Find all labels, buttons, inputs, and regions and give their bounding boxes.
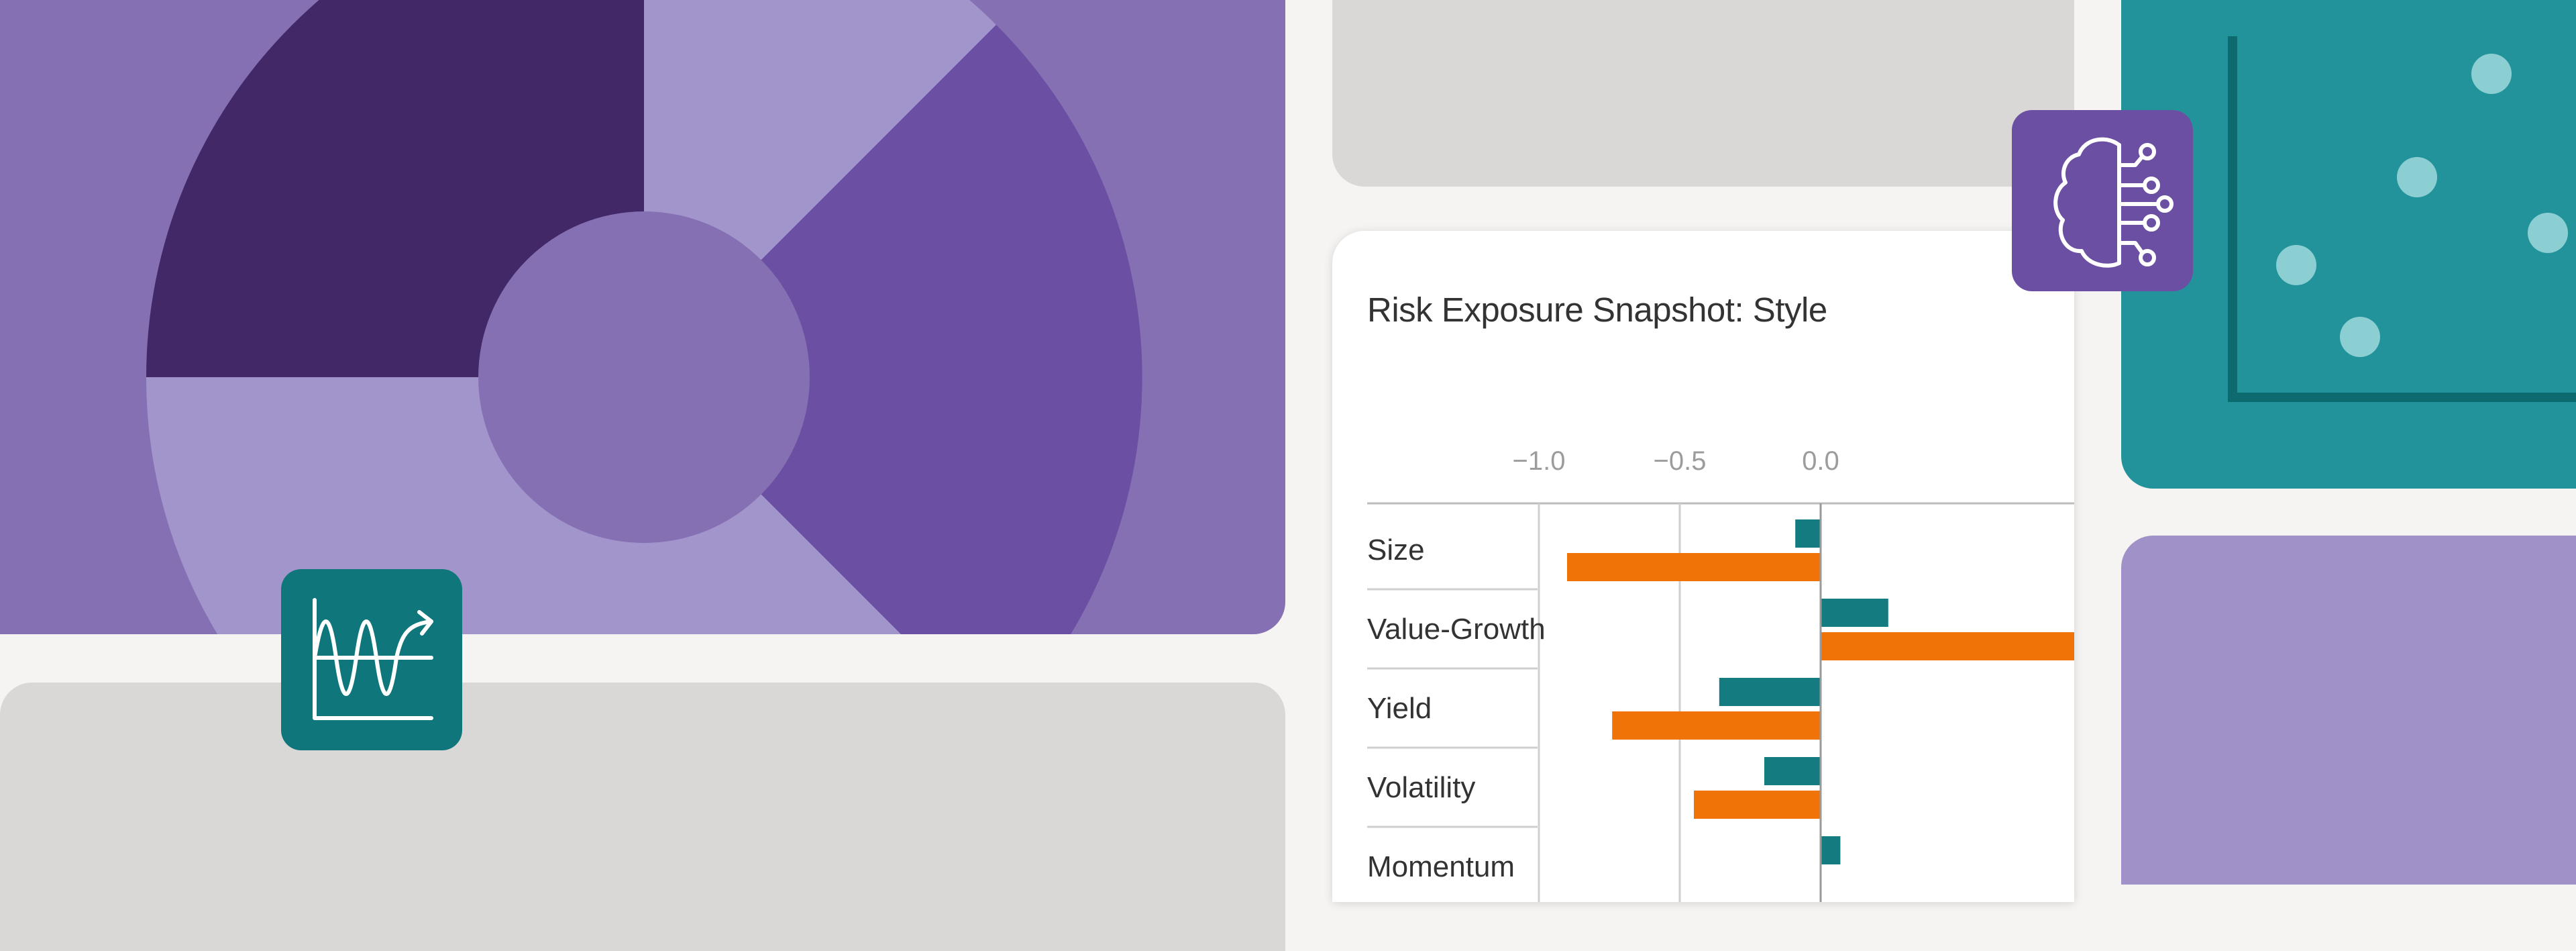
bar [1795,519,1821,548]
risk-exposure-chart-card: Risk Exposure Snapshot: Style −1.0 −0.5 0.… [1332,231,2074,902]
brain-circuit-icon [2053,137,2174,268]
donut-decor-graphic [146,0,1142,634]
category-label: Yield [1367,692,1432,725]
scatter-decor-tile [2121,0,2576,489]
category-label: Size [1367,534,1425,566]
x-tick-label: −1.0 [1513,446,1566,476]
category-label: Value-Growth [1367,613,1546,646]
scatter-point [2397,157,2437,197]
scatter-axes [2228,36,2576,402]
chart-title: Risk Exposure Snapshot: Style [1367,291,1827,329]
lavender-decor-tile [2121,536,2576,885]
x-tick-label: 0.0 [1802,446,1839,476]
category-label: Momentum [1367,850,1515,883]
x-tick-label: −0.5 [1654,446,1707,476]
scatter-point [2528,213,2568,253]
placeholder-panel-bottom-left [0,683,1285,951]
trend-badge [281,569,462,750]
donut-center [478,211,810,543]
bar [1821,632,2074,660]
scatter-point [2340,317,2380,357]
bar [1567,553,1821,581]
scatter-point [2276,245,2316,285]
bar [1764,757,1821,785]
scatter-decor-graphic [2228,36,2576,402]
wave-chart-icon [313,598,433,720]
placeholder-panel-top [1332,0,2074,187]
scatter-point [2471,54,2512,94]
bar [1612,711,1821,740]
donut-decor-tile [0,0,1285,634]
ai-badge [2012,110,2193,291]
bar [1821,599,1888,627]
bar [1719,678,1821,706]
category-label: Volatility [1367,771,1475,804]
bar [1694,791,1821,819]
bar [1821,836,1841,864]
bar-chart: −1.0 −0.5 0.0 Size Value-Growth Yield Volatili… [1367,446,2074,902]
